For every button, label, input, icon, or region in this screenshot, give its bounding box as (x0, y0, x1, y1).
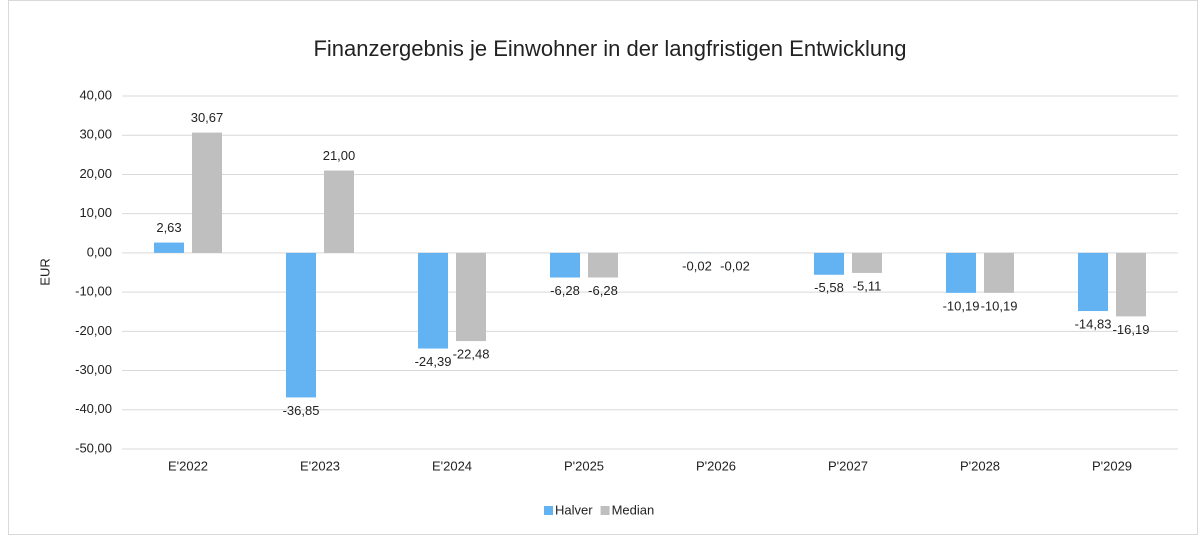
data-label: -5,11 (853, 278, 882, 293)
bar (946, 253, 976, 293)
y-tick-label: -50,00 (75, 440, 112, 455)
y-tick-label: -30,00 (75, 362, 112, 377)
x-tick-label: P'2026 (696, 458, 736, 473)
legend-label: Halver (555, 502, 593, 517)
y-tick-label: 40,00 (79, 87, 112, 102)
data-label: 30,67 (191, 110, 224, 125)
data-label: -10,19 (943, 298, 980, 313)
legend-label: Median (612, 502, 655, 517)
bar (852, 253, 882, 273)
data-label: -14,83 (1075, 316, 1112, 331)
bar (192, 133, 222, 253)
data-label: -22,48 (453, 346, 490, 361)
bar (814, 253, 844, 275)
y-tick-label: -10,00 (75, 284, 112, 299)
chart-title: Finanzergebnis je Einwohner in der langf… (313, 36, 906, 61)
bar (154, 243, 184, 253)
legend-swatch (544, 506, 553, 515)
bar (550, 253, 580, 278)
data-label: -6,28 (588, 283, 618, 298)
bar (1078, 253, 1108, 311)
data-label: -24,39 (415, 354, 452, 369)
x-tick-label: P'2027 (828, 458, 868, 473)
x-tick-label: E'2022 (168, 458, 208, 473)
x-tick-label: P'2025 (564, 458, 604, 473)
y-tick-label: 20,00 (79, 166, 112, 181)
data-label: -10,19 (981, 298, 1018, 313)
data-label: 2,63 (156, 220, 181, 235)
bar (588, 253, 618, 278)
data-label: -16,19 (1113, 322, 1150, 337)
x-tick-label: E'2024 (432, 458, 472, 473)
data-label: 21,00 (323, 148, 356, 163)
y-tick-label: -20,00 (75, 323, 112, 338)
x-tick-label: E'2023 (300, 458, 340, 473)
bar (324, 171, 354, 253)
bar (984, 253, 1014, 293)
bar (286, 253, 316, 398)
bar (1116, 253, 1146, 317)
y-axis-label: EUR (37, 258, 52, 285)
x-tick-label: P'2028 (960, 458, 1000, 473)
y-tick-label: 30,00 (79, 127, 112, 142)
x-tick-label: P'2029 (1092, 458, 1132, 473)
y-tick-label: 10,00 (79, 205, 112, 220)
data-label: -6,28 (550, 283, 580, 298)
y-tick-label: -40,00 (75, 401, 112, 416)
bar (418, 253, 448, 349)
y-tick-label: 0,00 (87, 244, 112, 259)
data-label: -0,02 (682, 258, 712, 273)
data-label: -0,02 (720, 258, 750, 273)
legend-swatch (601, 506, 610, 515)
data-label: -5,58 (814, 280, 844, 295)
data-label: -36,85 (283, 403, 320, 418)
bar (456, 253, 486, 341)
